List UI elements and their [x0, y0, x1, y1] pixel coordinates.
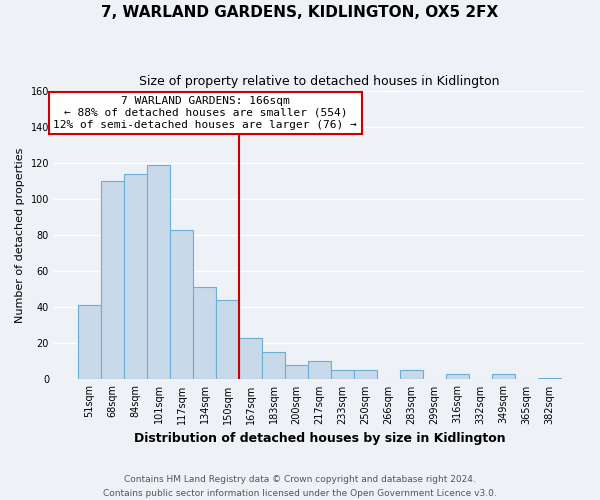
Bar — [354, 370, 377, 380]
Bar — [147, 164, 170, 380]
Bar — [400, 370, 423, 380]
Y-axis label: Number of detached properties: Number of detached properties — [15, 148, 25, 322]
X-axis label: Distribution of detached houses by size in Kidlington: Distribution of detached houses by size … — [134, 432, 505, 445]
Bar — [331, 370, 354, 380]
Bar — [492, 374, 515, 380]
Bar — [239, 338, 262, 380]
Text: 7 WARLAND GARDENS: 166sqm
← 88% of detached houses are smaller (554)
12% of semi: 7 WARLAND GARDENS: 166sqm ← 88% of detac… — [53, 96, 357, 130]
Text: 7, WARLAND GARDENS, KIDLINGTON, OX5 2FX: 7, WARLAND GARDENS, KIDLINGTON, OX5 2FX — [101, 5, 499, 20]
Bar — [308, 362, 331, 380]
Bar — [124, 174, 147, 380]
Bar — [193, 288, 216, 380]
Bar — [285, 365, 308, 380]
Bar — [446, 374, 469, 380]
Bar — [538, 378, 561, 380]
Text: Contains HM Land Registry data © Crown copyright and database right 2024.
Contai: Contains HM Land Registry data © Crown c… — [103, 476, 497, 498]
Title: Size of property relative to detached houses in Kidlington: Size of property relative to detached ho… — [139, 75, 500, 88]
Bar — [216, 300, 239, 380]
Bar — [101, 181, 124, 380]
Bar — [262, 352, 285, 380]
Bar — [78, 306, 101, 380]
Bar — [170, 230, 193, 380]
